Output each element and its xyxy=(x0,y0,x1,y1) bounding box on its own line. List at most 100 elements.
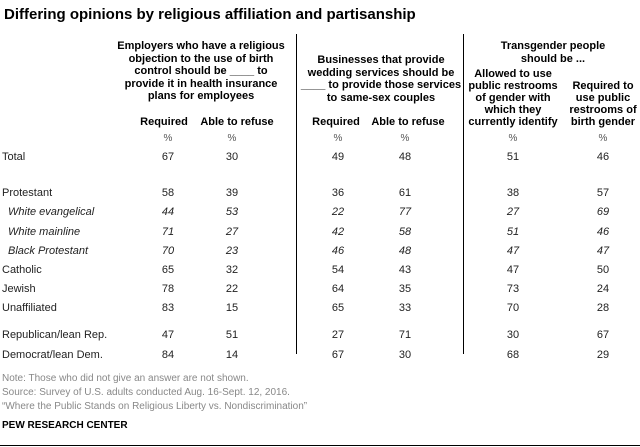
table-cell: 27 xyxy=(506,206,520,218)
table-cell: 71 xyxy=(161,226,175,238)
table-cell: 29 xyxy=(596,349,610,361)
table-cell: 42 xyxy=(331,226,345,238)
row-label: Unaffiliated xyxy=(2,302,57,314)
column-header-line: Required xyxy=(140,116,188,128)
group-header-line: objection to the use of birth xyxy=(128,52,274,65)
column-header-line: which they xyxy=(484,104,542,116)
table-cell: 51 xyxy=(225,329,239,341)
table-cell: 50 xyxy=(596,264,610,276)
table-cell: 33 xyxy=(398,302,412,314)
table-cell: 30 xyxy=(398,349,412,361)
table-cell: 30 xyxy=(506,329,520,341)
figure-title: Differing opinions by religious affiliat… xyxy=(4,6,416,23)
table-cell: 28 xyxy=(596,302,610,314)
table-cell: 35 xyxy=(398,283,412,295)
table-cell: 15 xyxy=(225,302,239,314)
table-cell: 44 xyxy=(161,206,175,218)
table-cell: 36 xyxy=(331,187,345,199)
column-header: Required xyxy=(140,116,188,128)
group-header-line: ____ to provide those services xyxy=(300,79,462,91)
table-cell: 70 xyxy=(506,302,520,314)
group-header: Employers who have a religious objection … xyxy=(106,40,296,103)
column-header-line: restrooms of xyxy=(569,104,637,116)
unit-label: % xyxy=(227,133,237,144)
column-header-line: Allowed to use xyxy=(474,68,552,80)
table-cell: 58 xyxy=(398,226,412,238)
table-cell: 65 xyxy=(161,264,175,276)
column-header-line: use public xyxy=(575,92,631,104)
group-header-line: provide it in health insurance xyxy=(124,77,278,90)
column-header-line: Able to refuse xyxy=(200,116,274,128)
table-cell: 61 xyxy=(398,187,412,199)
column-header-line: Required to xyxy=(572,80,634,92)
unit-label: % xyxy=(508,133,518,144)
table-cell: 67 xyxy=(161,151,175,163)
column-header-line: birth gender xyxy=(570,116,636,128)
table-cell: 47 xyxy=(506,264,520,276)
unit-label: % xyxy=(400,133,410,144)
group-header: Transgender people should be ... xyxy=(466,40,640,65)
table-cell: 84 xyxy=(161,349,175,361)
table-cell: 73 xyxy=(506,283,520,295)
table-cell: 47 xyxy=(506,245,520,257)
group-header: Businesses that provide wedding services … xyxy=(298,54,464,104)
table-cell: 83 xyxy=(161,302,175,314)
column-divider xyxy=(463,34,464,354)
column-header-line: of gender with xyxy=(475,92,551,104)
source-org: PEW RESEARCH CENTER xyxy=(2,420,128,431)
column-header: Allowed to use public restrooms of gender … xyxy=(468,68,557,128)
group-header-line: Businesses that provide xyxy=(317,54,445,66)
table-cell: 49 xyxy=(331,151,345,163)
row-label: Republican/lean Rep. xyxy=(2,329,108,341)
table-cell: 47 xyxy=(596,245,610,257)
table-cell: 46 xyxy=(331,245,345,257)
table-cell: 22 xyxy=(331,206,345,218)
table-cell: 43 xyxy=(398,264,412,276)
column-header: Required to use public restrooms of birth g… xyxy=(569,80,636,128)
table-cell: 22 xyxy=(225,283,239,295)
table-cell: 71 xyxy=(398,329,412,341)
column-header-line: Able to refuse xyxy=(371,116,445,128)
unit-label: % xyxy=(598,133,608,144)
table-cell: 32 xyxy=(225,264,239,276)
group-header-line: to same-sex couples xyxy=(326,91,436,104)
table-cell: 30 xyxy=(225,151,239,163)
column-header-line: Required xyxy=(312,116,360,128)
table-cell: 46 xyxy=(596,151,610,163)
group-header-line: Transgender people xyxy=(500,40,606,52)
group-header-line: wedding services should be xyxy=(307,66,455,79)
table-cell: 69 xyxy=(596,206,610,218)
table-cell: 38 xyxy=(506,187,520,199)
table-cell: 70 xyxy=(161,245,175,257)
column-header: Able to refuse xyxy=(371,116,444,128)
table-cell: 77 xyxy=(398,206,412,218)
note-text: Note: Those who did not give an answer a… xyxy=(2,373,249,384)
table-cell: 27 xyxy=(331,329,345,341)
column-header-line: currently identify xyxy=(468,116,558,128)
source-text: Source: Survey of U.S. adults conducted … xyxy=(2,387,290,398)
table-cell: 24 xyxy=(596,283,610,295)
row-label: Protestant xyxy=(2,187,53,199)
column-header: Able to refuse xyxy=(200,116,273,128)
unit-label: % xyxy=(163,133,173,144)
table-cell: 46 xyxy=(596,226,610,238)
table-cell: 68 xyxy=(506,349,520,361)
table-cell: 65 xyxy=(331,302,345,314)
unit-label: % xyxy=(333,133,343,144)
row-label: Democrat/lean Dem. xyxy=(2,349,103,361)
table-cell: 54 xyxy=(331,264,345,276)
table-cell: 78 xyxy=(161,283,175,295)
table-cell: 64 xyxy=(331,283,345,295)
column-header-line: public restrooms xyxy=(468,80,558,92)
table-cell: 23 xyxy=(225,245,239,257)
row-label: Jewish xyxy=(2,283,36,295)
table-cell: 57 xyxy=(596,187,610,199)
table-cell: 51 xyxy=(506,151,520,163)
row-label: Black Protestant xyxy=(8,245,89,257)
row-label: White evangelical xyxy=(8,206,95,218)
row-label: White mainline xyxy=(8,226,81,238)
row-label: Catholic xyxy=(2,264,42,276)
table-cell: 39 xyxy=(225,187,239,199)
row-label: Total xyxy=(2,151,26,163)
